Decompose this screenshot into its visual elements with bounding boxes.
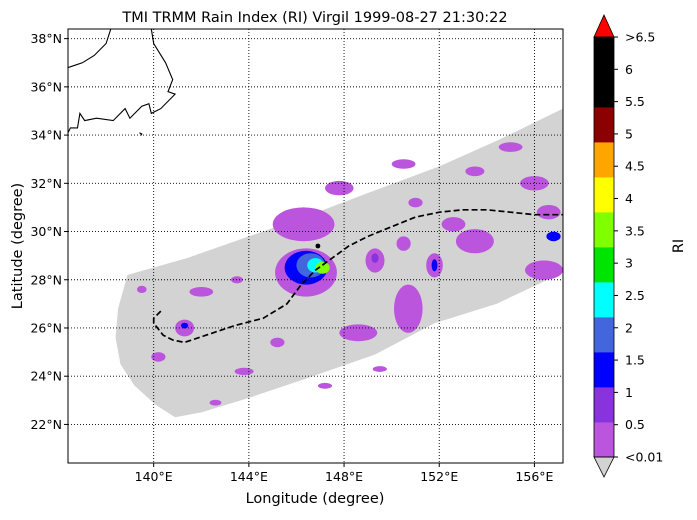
rain-cell-27 <box>455 229 494 254</box>
grid-lines <box>68 29 563 463</box>
colorbar-tick-label: 0.5 <box>625 417 645 432</box>
rain-cell-5 <box>315 261 330 274</box>
y-axis-ticks: 22°N 24°N 26°N 28°N 30°N 32°N 34°N 36°N 38°N <box>30 31 68 432</box>
rain-cell-13 <box>339 324 378 342</box>
colorbar-segment <box>594 317 614 353</box>
rain-cell-24 <box>465 166 485 177</box>
chart-title: TMI TRMM Rain Index (RI) Virgil 1999-08-… <box>121 10 507 26</box>
y-tick-label: 22°N <box>30 417 62 432</box>
y-tick-label: 26°N <box>30 320 62 335</box>
colorbar-segment <box>594 387 614 423</box>
colorbar-tick-label: 5 <box>625 126 633 141</box>
y-tick-label: 36°N <box>30 79 62 94</box>
colorbar-segment <box>594 37 614 73</box>
colorbar-tick-label: 5.5 <box>625 94 645 109</box>
rain-cell-6 <box>315 243 321 249</box>
y-tick-label: 24°N <box>30 369 62 384</box>
rain-cell-35 <box>209 399 222 406</box>
x-axis-label: Longitude (degree) <box>246 491 385 507</box>
rain-cell-23 <box>498 142 523 152</box>
rain-cell-11 <box>431 259 438 272</box>
colorbar-tick-label: 3 <box>625 256 633 271</box>
x-tick-label: 156°E <box>515 469 553 484</box>
colorbar-tick-label: 2 <box>625 320 633 335</box>
rain-cell-32 <box>396 236 411 251</box>
rain-cell-30 <box>317 382 333 389</box>
y-tick-label: 28°N <box>30 272 62 287</box>
colorbar-tick-label: 3.5 <box>625 223 645 238</box>
colorbar-segment <box>594 177 614 213</box>
colorbar-segment <box>594 212 614 248</box>
colorbar-segment <box>594 247 614 283</box>
plot-frame <box>67 28 564 464</box>
rain-cell-36 <box>408 197 423 208</box>
colorbar-tick-label: 2.5 <box>625 288 645 303</box>
colorbar-label: RI <box>671 239 687 253</box>
colorbar-tick-label: 4 <box>625 191 633 206</box>
rain-cell-18 <box>189 287 214 297</box>
y-tick-label: 30°N <box>30 224 62 239</box>
colorbar-tick-label: 1 <box>625 385 633 400</box>
x-tick-label: 140°E <box>135 469 173 484</box>
rain-cell-12 <box>394 284 423 333</box>
rain-cell-28 <box>441 217 466 232</box>
coastline-segment-1 <box>68 29 112 69</box>
y-tick-label: 38°N <box>30 31 62 46</box>
colorbar-segment <box>594 107 614 143</box>
rain-cell-16 <box>181 322 189 329</box>
rain-index-field <box>137 142 563 406</box>
rain-cell-9 <box>371 253 379 263</box>
y-tick-label: 32°N <box>30 176 62 191</box>
y-tick-label: 34°N <box>30 128 62 143</box>
storm-track <box>152 208 563 344</box>
rain-cell-26 <box>325 180 354 196</box>
rain-cell-21 <box>546 231 561 242</box>
rain-cell-34 <box>137 285 147 293</box>
colorbar-over-extension <box>593 14 615 38</box>
colorbar-tick-label: 4.5 <box>625 159 645 174</box>
colorbar-tick-label: <0.01 <box>625 450 663 465</box>
colorbar-segment <box>594 282 614 318</box>
rain-cell-22 <box>520 176 549 191</box>
colorbar-tick-label: 1.5 <box>625 353 645 368</box>
rain-cell-19 <box>525 260 563 280</box>
y-axis-label: Latitude (degree) <box>10 183 26 309</box>
rain-cell-14 <box>270 337 285 348</box>
rain-cell-7 <box>272 207 335 242</box>
colorbar-segment <box>594 142 614 178</box>
colorbar-segment <box>594 422 614 458</box>
x-tick-label: 148°E <box>325 469 363 484</box>
tmi-swath-coverage <box>115 108 563 418</box>
rain-cell-25 <box>391 159 416 169</box>
rain-cell-17 <box>151 352 166 362</box>
colorbar-segment <box>594 72 614 108</box>
colorbar-segment <box>594 352 614 388</box>
colorbar-under-extension <box>593 456 615 478</box>
coastline-segment-2 <box>68 29 177 133</box>
rain-cell-29 <box>234 367 254 375</box>
colorbar-tick-label: >6.5 <box>625 30 655 45</box>
rain-cell-31 <box>372 366 387 372</box>
x-tick-label: 144°E <box>230 469 268 484</box>
colorbar: <0.01 0.5 1 1.5 2 2.5 3 3.5 4 4.5 5 5.5 6 >6.5 <box>593 14 663 478</box>
x-tick-label: 152°E <box>420 469 458 484</box>
x-axis-ticks: 140°E 144°E 148°E 152°E 156°E <box>135 463 554 484</box>
colorbar-tick-label: 6 <box>625 62 633 77</box>
colorbar-frame <box>593 36 615 458</box>
rain-cell-20 <box>536 205 561 220</box>
